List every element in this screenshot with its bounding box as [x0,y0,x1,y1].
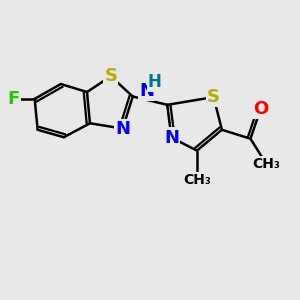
Text: S: S [104,67,117,85]
Text: S: S [207,88,220,106]
Text: N: N [115,120,130,138]
Text: CH₃: CH₃ [183,173,211,187]
Text: N: N [164,128,179,146]
Text: F: F [8,90,20,108]
Text: O: O [253,100,268,118]
Text: N: N [139,82,154,100]
Text: CH₃: CH₃ [253,157,280,171]
Text: H: H [148,73,162,91]
